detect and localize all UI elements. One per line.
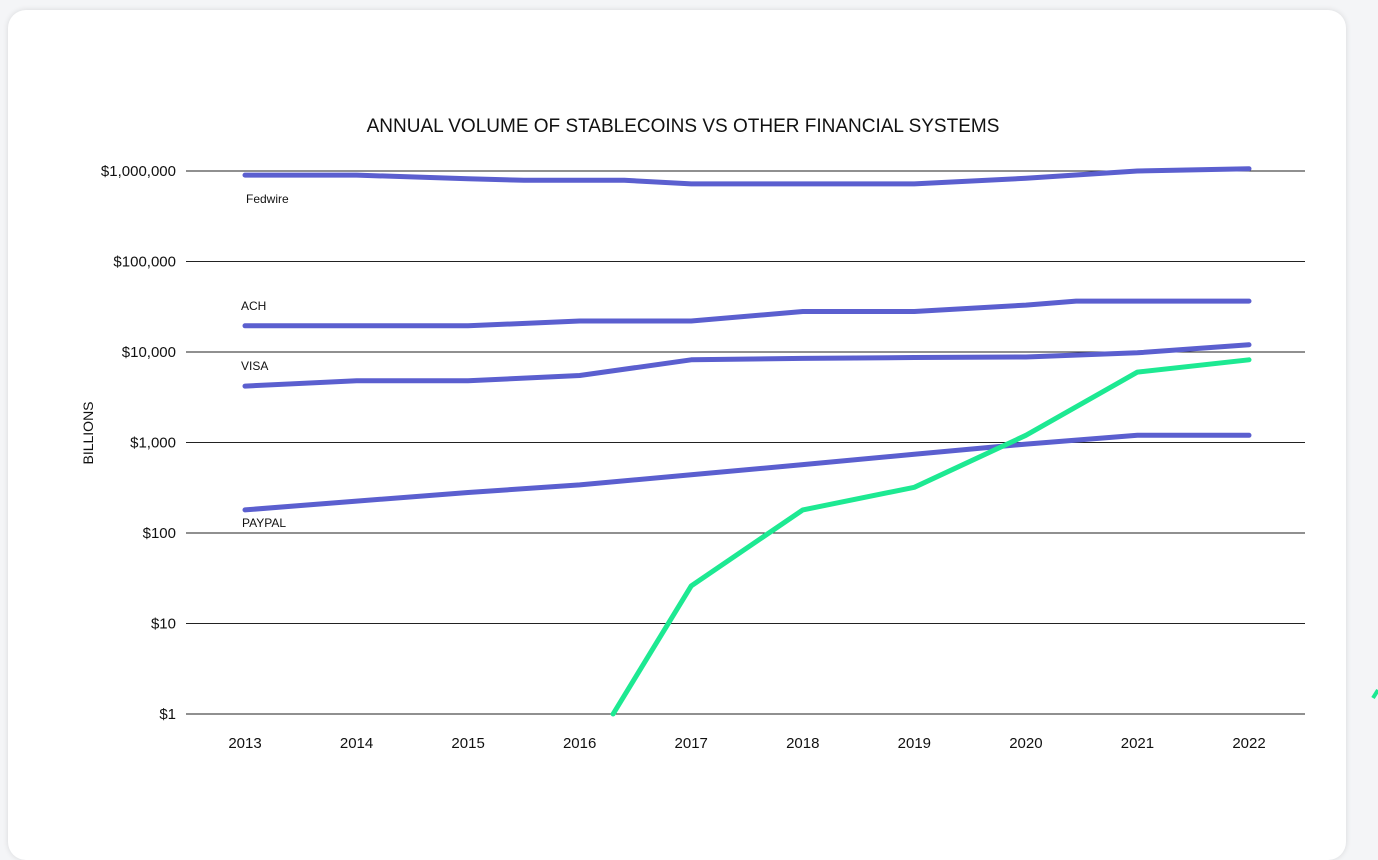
gridlines (186, 171, 1305, 714)
x-tick-label: 2019 (898, 735, 931, 752)
series-line-unlabeled (613, 360, 1249, 714)
x-tick-label: 2013 (228, 735, 261, 752)
series-line-paypal (245, 435, 1249, 510)
chart-title: ANNUAL VOLUME OF STABLECOINS VS OTHER FI… (367, 116, 1000, 137)
decorative-accent-stroke (1373, 690, 1378, 698)
series-label-visa: VISA (241, 359, 268, 373)
x-tick-label: 2015 (451, 735, 484, 752)
series-lines (245, 169, 1249, 714)
x-tick-label: 2021 (1121, 735, 1154, 752)
x-tick-label: 2014 (340, 735, 373, 752)
x-tick-labels: 2013 2014 2015 2016 2017 2018 2019 2020 2021 2022 (228, 735, 1265, 752)
x-tick-label: 2016 (563, 735, 596, 752)
series-label-ach: ACH (241, 299, 266, 313)
y-tick-label: $100 (143, 525, 176, 542)
y-tick-label: $1,000 (130, 435, 176, 452)
y-tick-labels: $1 $10 $100 $1,000 $10,000 $100,000 $1,000,000 (101, 163, 176, 723)
series-line-ach (245, 301, 1249, 326)
x-tick-label: 2020 (1009, 735, 1042, 752)
y-tick-label: $100,000 (113, 254, 176, 271)
y-tick-label: $1,000,000 (101, 163, 176, 180)
series-labels: Fedwire ACH VISA PAYPAL (241, 192, 289, 530)
y-tick-label: $10 (151, 616, 176, 633)
series-line-visa (245, 345, 1249, 386)
x-tick-label: 2017 (675, 735, 708, 752)
y-tick-label: $1 (159, 706, 176, 723)
x-tick-label: 2018 (786, 735, 819, 752)
series-label-paypal: PAYPAL (242, 516, 286, 530)
series-label-fedwire: Fedwire (246, 192, 289, 206)
x-tick-label: 2022 (1232, 735, 1265, 752)
y-tick-label: $10,000 (122, 344, 176, 361)
y-axis-label: BILLIONS (80, 401, 96, 464)
